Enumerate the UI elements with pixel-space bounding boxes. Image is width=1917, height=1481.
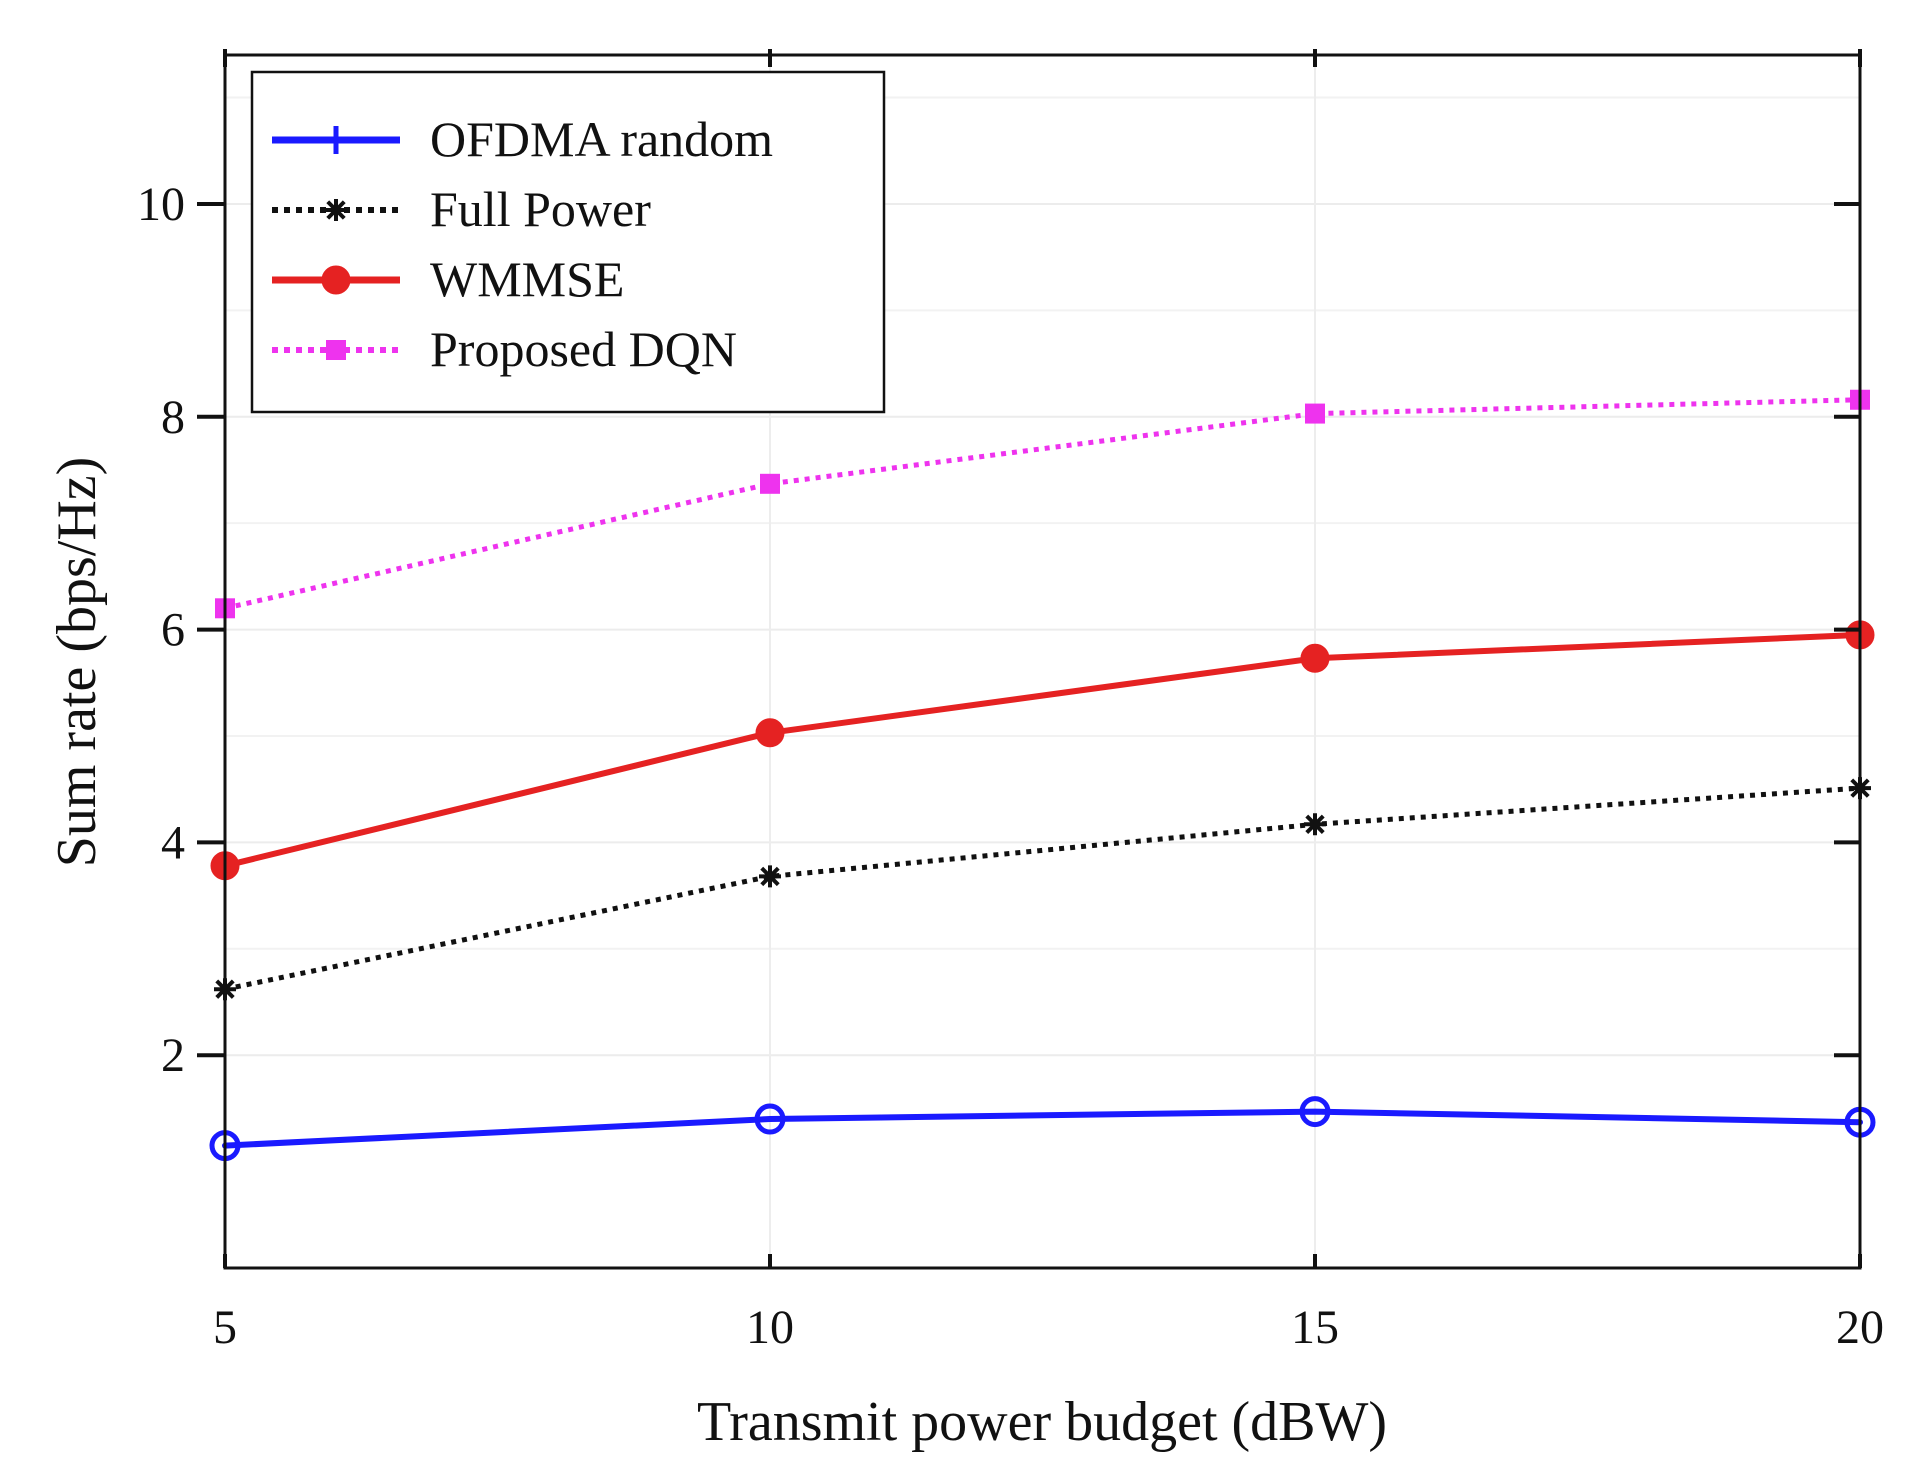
x-tick-label: 10 [746,1301,794,1354]
marker-square [1305,403,1325,424]
x-tick-label: 5 [213,1301,237,1354]
data-point [1304,813,1326,836]
legend-marker [321,265,351,295]
legend-label: Proposed DQN [430,321,737,377]
series-line [222,631,1863,869]
legend-label: WMMSE [430,251,624,307]
legend-item: Full Power [272,181,651,237]
x-tick-label: 20 [1836,1301,1884,1354]
marker-star [1304,813,1326,836]
series-line [222,1108,1863,1149]
legend-items: OFDMA random Full Power WMMSE Proposed DQN [272,111,773,377]
marker-star [325,199,347,221]
axis-ticks [197,49,1862,1268]
legend-box [250,70,886,414]
marker-plus [322,126,350,154]
marker-circle [754,1103,786,1135]
series-line [224,785,1861,992]
marker-dot [1300,643,1330,673]
y-tick-label: 4 [161,816,185,869]
data-point [1300,643,1330,673]
series-line [224,397,1861,611]
series-3 [215,389,1870,619]
y-tick-label: 2 [161,1029,185,1082]
marker-dot [321,265,351,295]
data-point [755,718,785,748]
y-axis-title: Sum rate (bps/Hz) [46,457,108,868]
legend-marker [326,340,346,360]
legend: OFDMA random Full Power WMMSE Proposed DQN [250,70,886,414]
x-axis-title: Transmit power budget (dBW) [697,1391,1387,1453]
y-tick-label: 6 [161,604,185,657]
x-tick-label: 15 [1291,1301,1339,1354]
data-point [754,1103,786,1135]
legend-item: Proposed DQN [272,321,737,377]
marker-square [326,340,346,360]
data-point [760,473,780,494]
legend-label: Full Power [430,181,651,237]
data-point [759,865,781,888]
plot-frame [223,53,1862,1270]
y-tick-label: 10 [137,178,185,231]
legend-marker [322,126,350,154]
marker-dot [755,718,785,748]
tick-labels: 2 4 6 8 10 5 10 15 20 [137,178,1884,1354]
legend-label: OFDMA random [430,111,773,167]
marker-circle [1299,1096,1331,1128]
data-point [1305,403,1325,424]
legend-marker [325,199,347,221]
marker-square [760,473,780,494]
legend-item: WMMSE [272,251,624,307]
legend-item: OFDMA random [272,111,773,167]
data-point [1299,1096,1331,1128]
y-tick-label: 8 [161,391,185,444]
marker-star [759,865,781,888]
